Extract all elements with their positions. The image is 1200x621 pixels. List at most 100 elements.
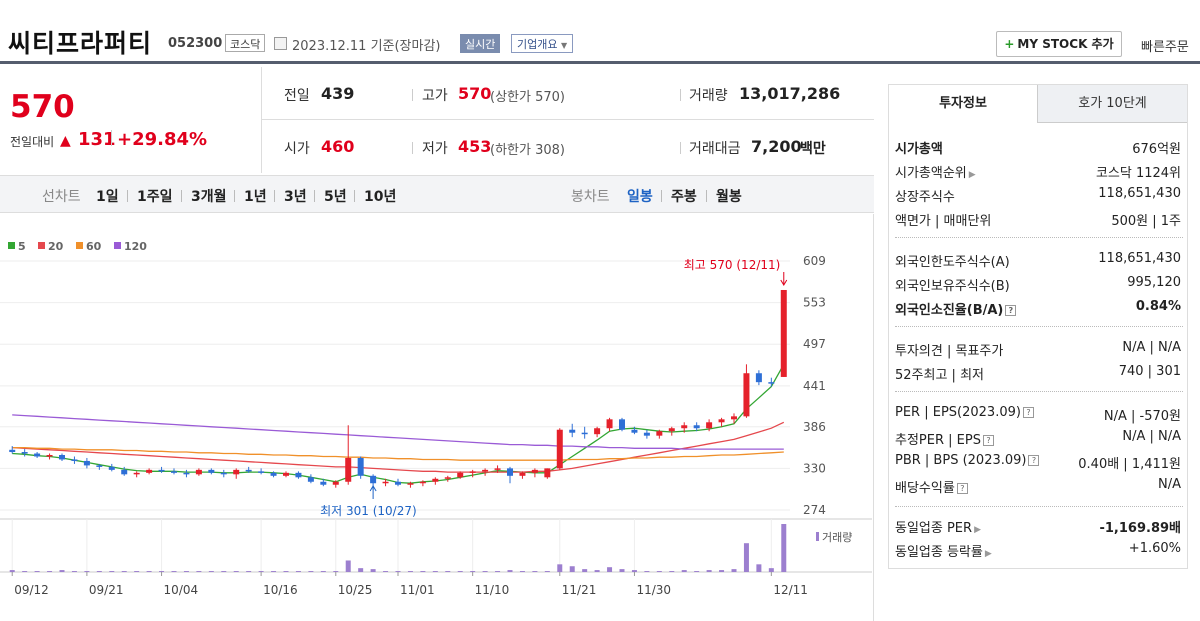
candle-body [444, 477, 451, 479]
candle-body [9, 449, 16, 453]
x-tick-label: 11/30 [636, 583, 671, 597]
candle-body [706, 422, 713, 429]
help-icon[interactable]: ? [982, 435, 994, 446]
candle-body [59, 454, 65, 460]
foreign-hold-row: 외국인보유주식수(B) 995,120 [895, 272, 1183, 295]
chevron-right-icon: ▶ [968, 170, 976, 180]
period-1y[interactable]: 1년 [244, 189, 267, 205]
amount-label: 거래대금 [689, 141, 741, 157]
volume-bar [681, 570, 687, 572]
lower-limit: (하한가 308) [490, 143, 565, 158]
amount-unit: 백만 [800, 141, 826, 157]
divider [680, 142, 681, 154]
period-weekly[interactable]: 주봉 [671, 189, 697, 205]
period-3m[interactable]: 3개월 [191, 189, 227, 205]
my-stock-add-label: MY STOCK 추가 [1017, 37, 1114, 51]
high-label: 고가 [422, 88, 448, 104]
per-label: PER | EPS(2023.09) [895, 405, 1021, 420]
divider [895, 326, 1183, 327]
quick-order-button[interactable]: 빠른주문 [1141, 36, 1189, 55]
candle-body [469, 471, 476, 473]
volume-bar [719, 570, 725, 572]
industry-per-row[interactable]: 동일업종 PER ▶ -1,169.89배 [895, 514, 1183, 537]
volume-bar [283, 571, 289, 572]
industry-rate-row[interactable]: 동일업종 등락률 ▶ +1.60% [895, 538, 1183, 561]
help-icon[interactable]: ? [1028, 455, 1040, 466]
date-text: 2023.12.11 기준(장마감) [292, 39, 441, 54]
price-stats: 전일 439 고가 570 (상한가 570) 거래량 13,017,286 시… [262, 67, 874, 173]
daily-candle-chart[interactable]: 609 553 497 441 386 330 274 09/12 09/21 10/04 10/1… [0, 214, 874, 621]
period-10y[interactable]: 10년 [364, 189, 397, 205]
period-daily[interactable]: 일봉 [627, 189, 653, 205]
chart-period-bar: 선차트 1일 1주일 3개월 1년 3년 5년 10년 봉차트 일봉 주봉 월봉 [0, 175, 874, 213]
foreign-rate-label-wrap: 외국인소진율(B/A)? [895, 299, 1017, 318]
opinion-label: 투자의견 | 목표주가 [895, 344, 1004, 359]
x-tick-label: 11/21 [562, 583, 597, 597]
market-cap-row: 시가총액 676억원 [895, 135, 1183, 158]
legend-label: 20 [48, 240, 64, 253]
volume-bar [594, 570, 600, 572]
period-1w[interactable]: 1주일 [137, 189, 173, 205]
divider [111, 130, 112, 146]
open-value: 460 [321, 137, 355, 156]
industry-per-value: -1,169.89배 [1099, 521, 1181, 536]
candle-body [780, 289, 787, 377]
volume-bar [694, 571, 700, 572]
legend-swatch [114, 242, 121, 249]
period-1d[interactable]: 1일 [96, 189, 119, 205]
candle-body [46, 454, 53, 457]
volume-bar [221, 571, 227, 572]
divider [181, 190, 182, 202]
est-per-row: 추정PER | EPS? N/A | N/A [895, 426, 1183, 449]
low-annotation: 최저 301 (10/27) [320, 504, 417, 518]
candle-body [370, 475, 377, 484]
x-tick-label: 10/16 [263, 583, 298, 597]
foreign-hold-value: 995,120 [1127, 275, 1181, 290]
candle-body [606, 419, 613, 429]
candle-body [569, 429, 576, 433]
x-tick-label: 10/25 [338, 583, 373, 597]
realtime-button[interactable]: 실시간 [460, 34, 501, 53]
candle-body [743, 373, 750, 417]
divider [314, 190, 315, 202]
candle-chart-label: 봉차트 [571, 189, 610, 205]
foreign-rate-label: 외국인소진율(B/A) [895, 303, 1004, 318]
rank-label: 시가총액순위 [895, 166, 967, 181]
period-monthly[interactable]: 월봉 [716, 189, 742, 205]
volume-bar [607, 567, 613, 572]
volume-bar [507, 570, 513, 572]
help-icon[interactable]: ? [1005, 305, 1017, 316]
shares-label: 상장주식수 [895, 190, 955, 205]
divider [274, 190, 275, 202]
candle-body [146, 469, 153, 473]
up-arrow-icon: ▲ [60, 133, 71, 149]
candle-body [594, 428, 601, 435]
volume-bar [420, 571, 426, 572]
candle-body [656, 431, 663, 436]
tab-order-book[interactable]: 호가 10단계 [1038, 85, 1187, 123]
company-overview-dropdown[interactable]: 기업개요 ▼ [511, 34, 574, 53]
investment-info-panel: 투자정보 호가 10단계 시가총액 676억원 시가총액순위 ▶ 코스닥 1124… [888, 84, 1188, 569]
candle-body [531, 469, 538, 473]
help-icon[interactable]: ? [1022, 407, 1034, 418]
market-cap-rank-row[interactable]: 시가총액순위 ▶ 코스닥 1124위 [895, 159, 1183, 182]
foreign-limit-value: 118,651,430 [1098, 251, 1181, 266]
listed-shares-row: 상장주식수 118,651,430 [895, 183, 1183, 206]
help-icon[interactable]: ? [956, 483, 968, 494]
ma-line-5 [12, 363, 785, 484]
my-stock-add-button[interactable]: + MY STOCK 추가 [996, 31, 1122, 57]
chart-canvas[interactable]: 609 553 497 441 386 330 274 09/12 09/21 10/04 10/1… [0, 214, 872, 621]
candle-body [519, 472, 526, 476]
tab-investment-info[interactable]: 투자정보 [889, 85, 1038, 123]
period-5y[interactable]: 5년 [324, 189, 347, 205]
legend-label: 5 [18, 240, 26, 253]
candle-body [245, 469, 252, 472]
diff-value: 131 [78, 129, 116, 150]
volume-bar [196, 571, 202, 572]
volume-bar [756, 564, 762, 572]
volume-bar [22, 571, 28, 572]
candle-body [755, 373, 762, 383]
company-name: 씨티프라퍼티 [8, 29, 153, 58]
period-3y[interactable]: 3년 [284, 189, 307, 205]
volume-bar [482, 571, 488, 572]
